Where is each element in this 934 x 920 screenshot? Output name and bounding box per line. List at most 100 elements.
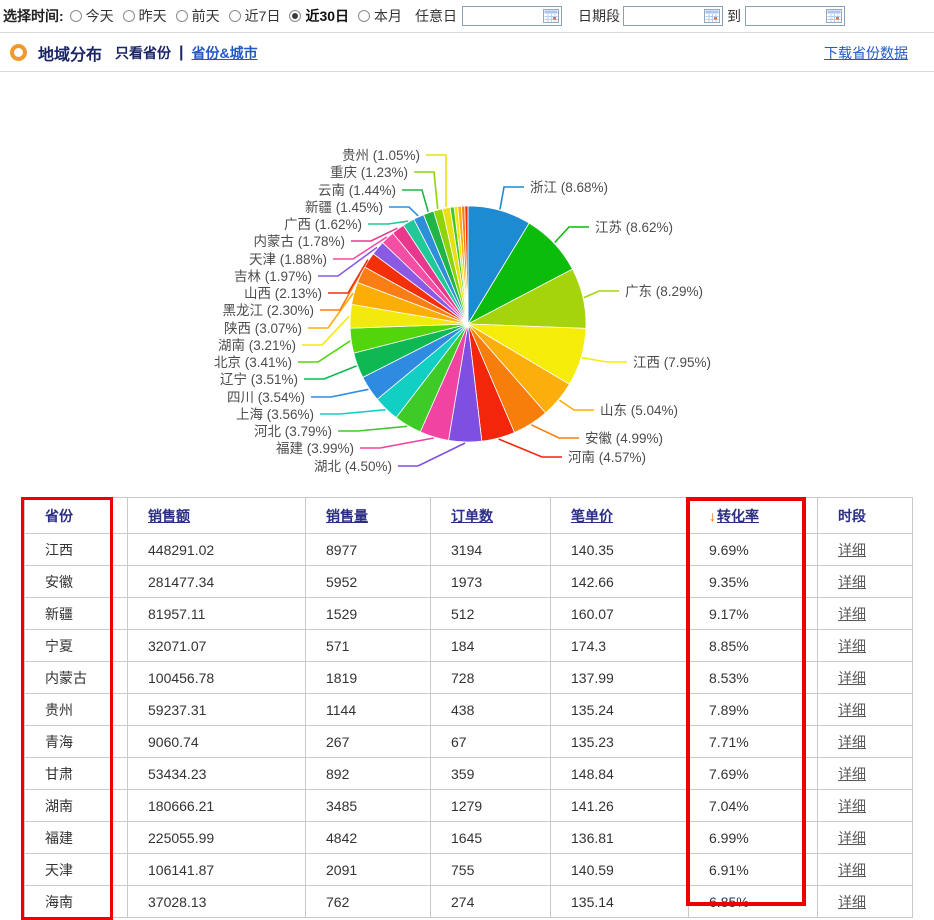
detail-link[interactable]: 详细 (838, 829, 866, 846)
sort-link-销售额[interactable]: 销售额 (148, 507, 190, 524)
cell-price: 140.35 (550, 533, 689, 566)
label-leader-line (360, 437, 434, 449)
cell-sales: 53434.23 (127, 757, 306, 790)
table-row: 内蒙古 100456.78 1819 728 137.99 8.53% 详细 (24, 661, 913, 694)
cell-sales: 32071.07 (127, 629, 306, 662)
sort-link-转化率[interactable]: 转化率 (717, 507, 759, 524)
cell-price: 140.59 (550, 853, 689, 886)
label-leader-line (426, 154, 447, 207)
cell-sales: 281477.34 (127, 565, 306, 598)
pie-label-北京: 北京 (3.41%) (214, 355, 292, 370)
cell-orders: 1973 (430, 565, 551, 598)
time-option-近7日[interactable]: 近7日 (228, 6, 280, 26)
cell-orders: 1645 (430, 821, 551, 854)
pie-label-湖北: 湖北 (4.50%) (314, 459, 392, 474)
detail-link[interactable]: 详细 (838, 733, 866, 750)
detail-link[interactable]: 详细 (838, 861, 866, 878)
anyday-date-input[interactable] (462, 6, 563, 26)
cell-province: 青海 (24, 725, 128, 758)
detail-link[interactable]: 详细 (838, 765, 866, 782)
time-option-label: 本月 (374, 8, 403, 24)
sort-desc-icon: ↓ (709, 507, 716, 524)
cell-price: 160.07 (550, 597, 689, 630)
pie-label-重庆: 重庆 (1.23%) (330, 165, 408, 180)
label-leader-line (368, 220, 409, 225)
cell-province: 甘肃 (24, 757, 128, 790)
detail-link[interactable]: 详细 (838, 573, 866, 590)
time-option-昨天[interactable]: 昨天 (122, 6, 167, 26)
range-end-input[interactable] (745, 6, 846, 26)
table-row: 湖南 180666.21 3485 1279 141.26 7.04% 详细 (24, 789, 913, 822)
detail-link[interactable]: 详细 (838, 797, 866, 814)
radio-icon[interactable] (122, 10, 135, 22)
label-leader-line (338, 425, 408, 432)
label-leader-line (498, 438, 562, 458)
radio-icon[interactable] (228, 10, 241, 22)
detail-link[interactable]: 详细 (838, 541, 866, 558)
cell-price: 135.24 (550, 693, 689, 726)
range-start-input[interactable] (623, 6, 724, 26)
detail-link[interactable]: 详细 (838, 701, 866, 718)
time-option-今天[interactable]: 今天 (69, 6, 114, 26)
province-city-link[interactable]: 省份&城市 (191, 44, 258, 61)
cell-price: 135.23 (550, 725, 689, 758)
pie-label-贵州: 贵州 (1.05%) (342, 148, 420, 163)
cell-detail: 详细 (817, 757, 913, 790)
radio-icon[interactable] (175, 10, 188, 22)
sort-link-笔单价[interactable]: 笔单价 (571, 507, 613, 524)
cell-province: 江西 (24, 533, 128, 566)
time-option-近30日[interactable]: 近30日 (289, 6, 349, 26)
cell-conversion: 9.69% (688, 533, 818, 566)
anyday-field (462, 6, 563, 26)
time-option-label: 昨天 (138, 8, 167, 24)
radio-icon[interactable] (358, 10, 371, 22)
sort-link-订单数[interactable]: 订单数 (451, 507, 493, 524)
label-leader-line (558, 399, 594, 411)
cell-province: 新疆 (24, 597, 128, 630)
radio-icon[interactable] (289, 10, 302, 22)
sort-link-销售量[interactable]: 销售量 (326, 507, 368, 524)
pie-label-河北: 河北 (3.79%) (254, 424, 332, 439)
table-row: 新疆 81957.11 1529 512 160.07 9.17% 详细 (24, 597, 913, 630)
cell-province: 贵州 (24, 693, 128, 726)
anyday-label: 任意日 (415, 8, 458, 24)
label-leader-line (308, 292, 354, 329)
cell-orders: 3194 (430, 533, 551, 566)
time-option-label: 今天 (85, 8, 114, 24)
cell-volume: 571 (305, 629, 431, 662)
cell-sales: 180666.21 (127, 789, 306, 822)
pie-slice-other[interactable] (464, 205, 469, 325)
table-row: 江西 448291.02 8977 3194 140.35 9.69% 详细 (24, 533, 913, 566)
pie-label-浙江: 浙江 (8.68%) (530, 180, 608, 195)
pie-label-吉林: 吉林 (1.97%) (234, 269, 312, 284)
pie-label-四川: 四川 (3.54%) (227, 390, 305, 405)
detail-link[interactable]: 详细 (838, 637, 866, 654)
pie-label-广西: 广西 (1.62%) (284, 217, 362, 232)
cell-conversion: 9.35% (688, 565, 818, 598)
pie-label-山西: 山西 (2.13%) (244, 286, 322, 301)
cell-detail: 详细 (817, 533, 913, 566)
radio-icon[interactable] (69, 10, 82, 22)
download-province-data-link[interactable]: 下载省份数据 (824, 44, 908, 61)
calendar-icon[interactable] (543, 8, 560, 24)
cell-price: 135.14 (550, 885, 689, 918)
pie-label-湖南: 湖南 (3.21%) (218, 338, 296, 353)
label-leader-line (398, 442, 466, 467)
time-option-前天[interactable]: 前天 (175, 6, 220, 26)
label-leader-line (298, 340, 351, 363)
label-leader-line (554, 226, 589, 244)
cell-detail: 详细 (817, 821, 913, 854)
label-leader-line (304, 365, 357, 380)
cell-price: 136.81 (550, 821, 689, 854)
detail-link[interactable]: 详细 (838, 669, 866, 686)
detail-link[interactable]: 详细 (838, 605, 866, 622)
to-label: 到 (727, 8, 742, 24)
column-header-转化率: ↓转化率 (688, 497, 818, 534)
calendar-icon[interactable] (704, 8, 721, 24)
cell-sales: 106141.87 (127, 853, 306, 886)
pie-label-上海: 上海 (3.56%) (236, 407, 314, 422)
time-option-本月[interactable]: 本月 (358, 6, 402, 26)
cell-volume: 1529 (305, 597, 431, 630)
detail-link[interactable]: 详细 (838, 893, 866, 910)
calendar-icon[interactable] (826, 8, 843, 24)
